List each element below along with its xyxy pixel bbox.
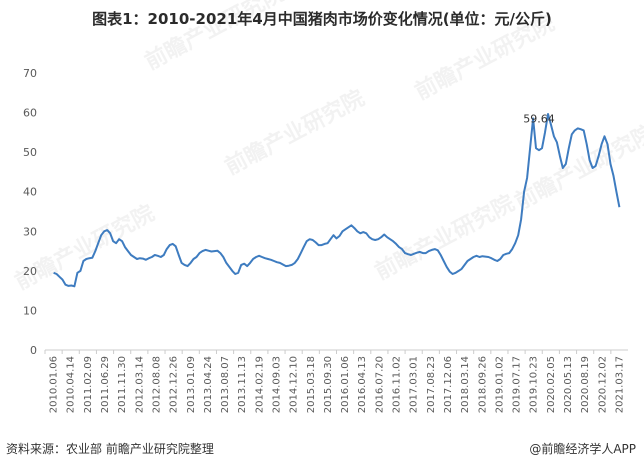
y-tick-label: 20 [23,265,37,278]
y-axis: 0 10 20 30 40 50 60 70 [23,67,37,357]
brand-credit: @前瞻经济学人APP [529,442,636,456]
price-series-line [53,113,621,288]
x-tick-label: 2012.12.26 [169,356,180,413]
x-tick-label: 2018.09.26 [477,356,488,413]
x-tick-label: 2011.02.09 [83,356,94,413]
series-layer [53,113,621,288]
x-tick-label: 2019.10.23 [529,356,540,413]
x-tick-label: 2018.03.14 [460,356,471,413]
watermark-text: 前瞻产业研究院 [221,85,369,180]
y-tick-label: 10 [23,304,37,317]
x-tick-label: 2020.12.02 [597,356,608,413]
x-tick-label: 2013.11.13 [237,356,248,413]
chart-title: 图表1：2010-2021年4月中国猪肉市场价变化情况(单位：元/公斤) [92,10,552,28]
x-tick-label: 2015.09.30 [323,356,334,413]
x-tick-label: 2011.11.30 [117,356,128,413]
y-tick-label: 60 [23,107,37,120]
x-tick-label: 2016.07.20 [374,356,385,413]
x-tick-label: 2016.04.13 [357,356,368,413]
x-tick-label: 2014.02.19 [254,356,265,413]
y-tick-label: 30 [23,225,37,238]
x-tick-label: 2016.01.06 [340,356,351,413]
x-axis: 2010.01.06 2010.04.14 2011.02.09 2011.06.29… [44,349,628,413]
watermark-text: 前瞻产业研究院 [11,200,159,295]
x-tick-label: 2014.09.03 [271,356,282,413]
x-tick-label: 2010.04.14 [66,356,77,413]
x-tick-label: 2012.08.08 [151,356,162,413]
annotation-layer: 59.64 36.09 [523,0,637,125]
x-tick-label: 2011.06.29 [100,356,111,413]
x-tick-label: 2017.03.01 [409,356,420,413]
y-tick-label: 0 [30,344,37,357]
x-tick-label: 2010.01.06 [49,356,60,413]
x-tick-label: 2012.03.14 [134,356,145,413]
x-tick-label: 2016.11.02 [392,356,403,413]
x-tick-label: 2020.02.05 [546,356,557,413]
x-tick-label: 2015.03.18 [306,356,317,413]
y-tick-label: 40 [23,186,37,199]
x-tick-label: 2014.12.10 [289,356,300,413]
x-tick-label: 2019.07.17 [512,356,523,413]
x-tick-label: 2020.05.13 [563,356,574,413]
data-label: 59.64 [523,112,555,125]
x-tick-label: 2020.08.19 [580,356,591,413]
source-note: 资料来源：农业部 前瞻产业研究院整理 [6,442,214,456]
watermark-text: 前瞻产业研究院 [371,190,519,285]
y-tick-label: 50 [23,146,37,159]
data-label: 36.09 [606,0,638,3]
x-tick-label: 2017.12.06 [443,356,454,413]
watermark-text: 前瞻产业研究院 [411,10,559,105]
x-tick-label: 2021.03.17 [614,356,625,413]
x-tick-label: 2019.01.02 [494,356,505,413]
y-tick-label: 70 [23,67,37,80]
x-tick-label: 2013.08.07 [220,356,231,413]
watermark-text: 前瞻产业研究院 [141,0,289,75]
x-tick-label: 2013.04.24 [203,356,214,413]
x-tick-label: 2013.01.09 [186,356,197,413]
x-tick-label: 2017.08.23 [426,356,437,413]
